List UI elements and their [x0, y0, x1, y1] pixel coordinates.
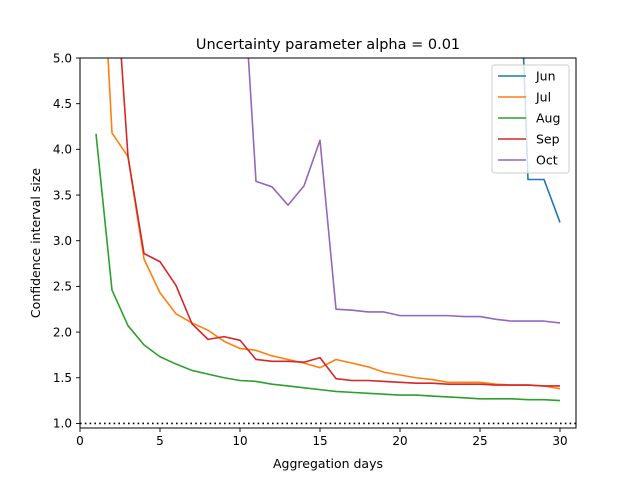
y-tick-label: 4.5 [53, 97, 72, 111]
x-tick-label: 0 [76, 434, 84, 448]
series-line-oct [247, 58, 561, 324]
legend-label-jun: Jun [535, 69, 556, 84]
y-tick-label: 1.5 [53, 371, 72, 385]
legend-label-jul: Jul [535, 90, 551, 105]
series-line-sep [120, 58, 560, 387]
x-axis: 0 5 10 15 20 25 30 [76, 428, 568, 448]
x-tick-label: 30 [552, 434, 567, 448]
x-axis-label: Aggregation days [273, 456, 383, 471]
y-axis-label: Confidence interval size [28, 168, 43, 318]
chart-title: Uncertainty parameter alpha = 0.01 [196, 37, 460, 53]
y-tick-label: 1.0 [53, 417, 72, 431]
series-line-jun [522, 58, 561, 223]
x-tick-label: 5 [156, 434, 164, 448]
x-tick-label: 10 [232, 434, 247, 448]
y-tick-label: 2.0 [53, 325, 72, 339]
series-layer [95, 58, 561, 402]
series-line-aug [95, 133, 561, 402]
legend-label-sep: Sep [536, 132, 560, 147]
plot-frame [79, 57, 577, 429]
y-tick-label: 2.5 [53, 280, 72, 294]
y-tick-label: 4.0 [53, 143, 72, 157]
legend: Jun Jul Aug Sep Oct [491, 64, 570, 174]
y-tick-label: 3.5 [53, 188, 72, 202]
legend-label-aug: Aug [536, 111, 560, 126]
legend-box [491, 64, 570, 174]
y-tick-label: 5.0 [53, 51, 72, 65]
x-tick-label: 25 [472, 434, 487, 448]
x-tick-label: 20 [392, 434, 407, 448]
y-tick-label: 3.0 [53, 234, 72, 248]
x-tick-label: 15 [312, 434, 327, 448]
legend-label-oct: Oct [536, 153, 558, 168]
series-line-jul [107, 58, 561, 390]
y-axis: 1.0 1.5 2.0 2.5 3.0 3.5 4.0 4.5 5.0 [53, 51, 80, 431]
